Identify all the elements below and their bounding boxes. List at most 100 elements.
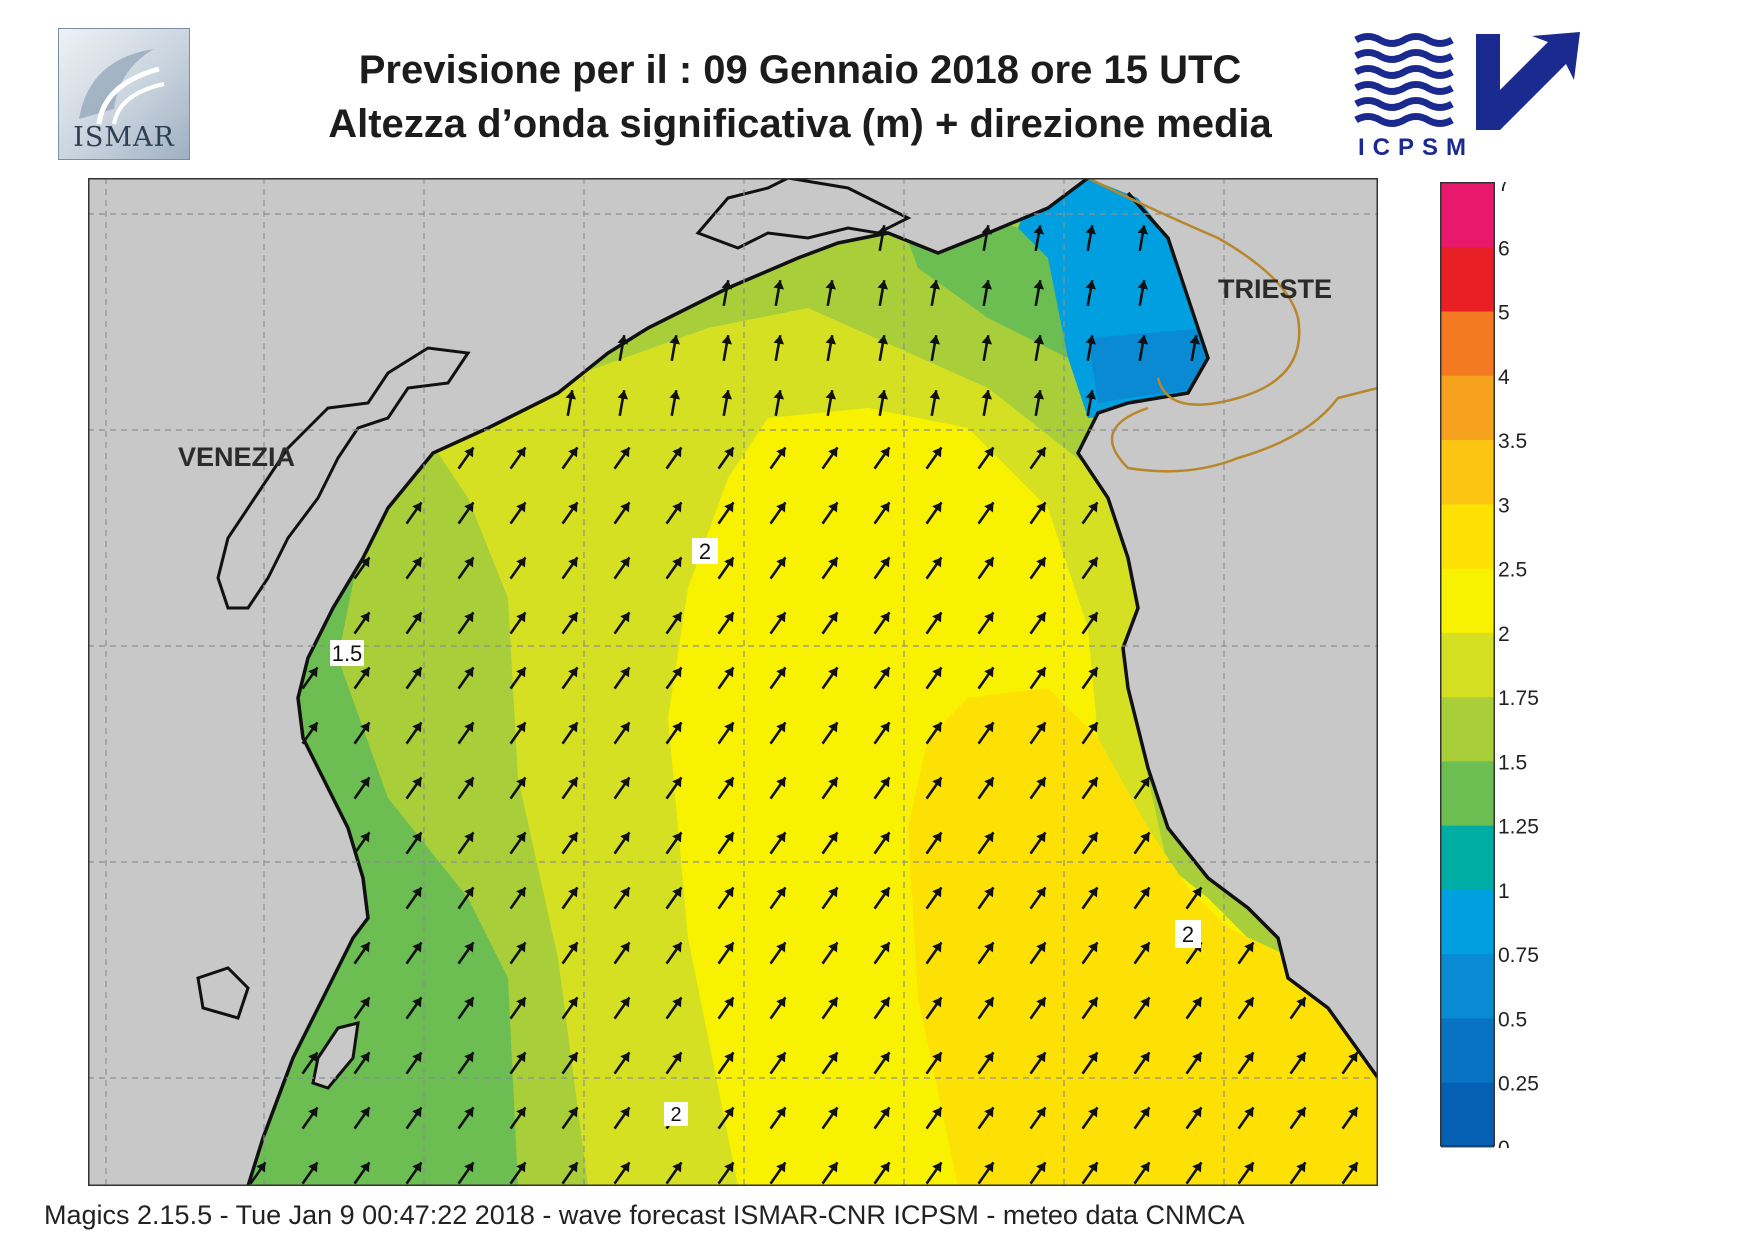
wave-direction-arrowhead xyxy=(620,832,630,843)
wave-direction-arrowhead xyxy=(1036,502,1046,513)
wave-direction-arrowhead xyxy=(464,1162,474,1173)
wave-direction-arrowhead xyxy=(412,1107,422,1118)
wave-direction-arrowhead xyxy=(256,1162,266,1173)
wave-direction-arrowhead xyxy=(828,502,838,513)
map-frame xyxy=(88,178,1378,1186)
wave-direction-arrowhead xyxy=(464,997,474,1008)
wave-direction-arrowhead xyxy=(620,1052,630,1063)
wave-direction-arrowhead xyxy=(360,832,370,843)
wave-direction-arrowhead xyxy=(981,280,993,290)
wave-direction-arrowhead xyxy=(412,777,422,788)
wave-direction-arrowhead xyxy=(669,390,681,400)
wave-direction-arrowhead xyxy=(880,942,890,953)
wave-direction-arrowhead xyxy=(516,1052,526,1063)
wave-direction-arrowhead xyxy=(1033,335,1045,345)
wave-direction-arrowhead xyxy=(672,667,682,678)
colorbar-tick-label: 0.75 xyxy=(1498,944,1539,967)
wave-direction-arrowhead xyxy=(1085,280,1097,290)
wave-direction-arrowhead xyxy=(1085,335,1097,345)
svg-text:1.5: 1.5 xyxy=(332,641,363,666)
colorbar-tick-label: 2.5 xyxy=(1498,559,1527,582)
wave-direction-arrowhead xyxy=(825,335,837,345)
wave-direction-arrowhead xyxy=(724,1162,734,1173)
wave-direction-arrowhead xyxy=(828,667,838,678)
wave-direction-arrowhead xyxy=(825,280,837,290)
wave-direction-arrowhead xyxy=(776,777,786,788)
wave-direction-arrowhead xyxy=(776,722,786,733)
wave-direction-arrowhead xyxy=(620,1107,630,1118)
wave-direction-arrowhead xyxy=(464,612,474,623)
wave-direction-arrowhead xyxy=(1140,832,1150,843)
wave-direction-arrowhead xyxy=(1137,225,1149,235)
colorbar-tick-label: 1.25 xyxy=(1498,816,1539,839)
wave-direction-arrowhead xyxy=(724,447,734,458)
wave-direction-arrowhead xyxy=(984,612,994,623)
wave-direction-arrowhead xyxy=(672,447,682,458)
wave-direction-arrowhead xyxy=(672,832,682,843)
wave-direction-arrowhead xyxy=(776,557,786,568)
wave-direction-arrowhead xyxy=(568,557,578,568)
wave-direction-arrowhead xyxy=(932,502,942,513)
wave-direction-arrowhead xyxy=(360,557,370,568)
wave-direction-arrowhead xyxy=(516,502,526,513)
wave-direction-arrowhead xyxy=(360,612,370,623)
wave-direction-arrowhead xyxy=(360,722,370,733)
wave-direction-arrowhead xyxy=(828,1107,838,1118)
wave-direction-arrowhead xyxy=(412,612,422,623)
wave-direction-arrowhead xyxy=(724,502,734,513)
wave-direction-arrowhead xyxy=(620,1162,630,1173)
wave-direction-arrowhead xyxy=(932,1162,942,1173)
wave-direction-arrowhead xyxy=(308,722,318,733)
wave-direction-arrowhead xyxy=(1033,280,1045,290)
wave-direction-arrowhead xyxy=(1192,997,1202,1008)
wave-direction-arrowhead xyxy=(880,832,890,843)
po-delta-island xyxy=(196,966,250,1020)
wave-direction-arrowhead xyxy=(1088,997,1098,1008)
wave-direction-arrowhead xyxy=(516,667,526,678)
wave-direction-arrowhead xyxy=(1192,1162,1202,1173)
wave-direction-arrowhead xyxy=(672,887,682,898)
wave-direction-arrowhead xyxy=(880,557,890,568)
wave-direction-arrowhead xyxy=(1036,722,1046,733)
colorbar-tick-label: 1 xyxy=(1498,880,1510,903)
wave-direction-arrowhead xyxy=(1036,667,1046,678)
wave-direction-arrowhead xyxy=(412,832,422,843)
wave-direction-arrowhead xyxy=(773,280,785,290)
wave-direction-arrowhead xyxy=(464,667,474,678)
wave-direction-arrowhead xyxy=(828,447,838,458)
colorbar-swatch xyxy=(1441,1018,1494,1084)
band-gulf-0-5 xyxy=(1088,328,1208,403)
wave-direction-arrowhead xyxy=(1033,390,1045,400)
wave-direction-arrowhead xyxy=(516,777,526,788)
wave-direction-arrowhead xyxy=(981,390,993,400)
colorbar-swatch xyxy=(1441,889,1494,955)
wave-direction-arrowhead xyxy=(932,1052,942,1063)
wave-direction-arrowhead xyxy=(1088,667,1098,678)
wave-direction-arrowhead xyxy=(1140,1052,1150,1063)
wave-direction-arrowhead xyxy=(1088,502,1098,513)
wave-direction-arrowhead xyxy=(412,942,422,953)
colorbar-swatch xyxy=(1441,247,1494,313)
wave-direction-arrowhead xyxy=(1088,942,1098,953)
wave-direction-arrowhead xyxy=(724,887,734,898)
wave-direction-arrowhead xyxy=(672,502,682,513)
wave-direction-arrowhead xyxy=(516,447,526,458)
wave-direction-arrowhead xyxy=(929,390,941,400)
wave-direction-arrowhead xyxy=(721,280,733,290)
wave-direction-arrowhead xyxy=(724,612,734,623)
wave-direction-arrowhead xyxy=(721,335,733,345)
wave-direction-arrowhead xyxy=(568,1052,578,1063)
wave-direction-arrowhead xyxy=(672,722,682,733)
wave-direction-arrowhead xyxy=(412,722,422,733)
contour-label: 2 xyxy=(664,1102,688,1126)
wave-direction-arrowhead xyxy=(932,667,942,678)
wave-direction-arrowhead xyxy=(516,942,526,953)
wave-direction-arrowhead xyxy=(620,942,630,953)
wave-direction-arrowhead xyxy=(516,722,526,733)
colorbar-tick-label: 0 xyxy=(1498,1137,1510,1148)
colorbar-tick-label: 3.5 xyxy=(1498,430,1527,453)
wave-direction-arrowhead xyxy=(880,997,890,1008)
colorbar-tick-label: 7 xyxy=(1498,182,1510,196)
wave-direction-arrowhead xyxy=(984,557,994,568)
wave-direction-arrowhead xyxy=(516,1162,526,1173)
